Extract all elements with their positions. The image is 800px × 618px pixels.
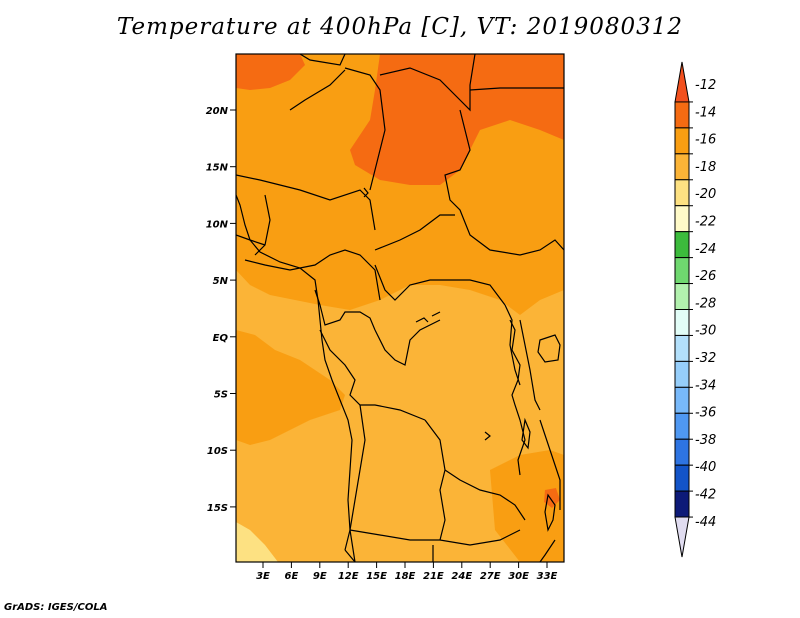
- colorbar-label: -40: [695, 460, 716, 475]
- colorbar-swatch: [674, 334, 690, 362]
- colorbar-label: -28: [695, 296, 716, 311]
- fill-band-14-16-west: [236, 330, 345, 445]
- colorbar-label: -18: [695, 160, 716, 175]
- fill-band-12-14-southeast: [544, 488, 560, 508]
- coastlines: [236, 187, 561, 562]
- colorbar-swatch: [674, 153, 690, 181]
- colorbar-swatch: [674, 205, 690, 233]
- lon-tick-label: 21E: [423, 571, 444, 582]
- colorbar-swatch: [674, 412, 690, 440]
- lon-tick-label: 27E: [480, 571, 501, 582]
- colorbar-swatch: [674, 309, 690, 336]
- colorbar-swatch: [674, 257, 690, 285]
- colorbar-swatch: [674, 231, 690, 259]
- colorbar-swatch: [674, 464, 690, 492]
- lat-tick-label: 10N: [206, 219, 229, 230]
- fill-band-18-20-corner: [236, 522, 278, 562]
- lon-tick-label: 12E: [338, 571, 359, 582]
- temperature-field: [236, 54, 564, 562]
- colorbar-swatch: [674, 490, 690, 518]
- colorbar-label: -42: [695, 488, 716, 503]
- lat-tick-label: 5S: [214, 390, 228, 401]
- colorbar-swatch: [674, 101, 690, 129]
- colorbar-label: -24: [695, 242, 716, 257]
- lat-tick-label: 15S: [207, 503, 228, 514]
- colorbar-label: -20: [695, 187, 716, 202]
- colorbar-swatch: [674, 438, 690, 466]
- colorbar-label: -32: [695, 351, 716, 366]
- colorbar-swatch: [674, 61, 690, 103]
- colorbar-swatch: [674, 516, 690, 558]
- colorbar-swatch: [674, 179, 690, 207]
- lon-tick-label: 3E: [256, 571, 270, 582]
- lon-tick-label: 33E: [537, 571, 558, 582]
- colorbar-label: -12: [695, 78, 716, 93]
- fill-band-14-16-southeast: [490, 450, 564, 562]
- lon-tick-label: 15E: [366, 571, 387, 582]
- lat-tick-label: EQ: [213, 333, 229, 344]
- fill-band-12-14-northeast: [350, 54, 564, 185]
- colorbar-label: -16: [695, 133, 716, 148]
- map-title: Temperature at 400hPa [C], VT: 201908031…: [116, 14, 684, 40]
- map-frame: [235, 53, 565, 563]
- lat-tick-label: 15N: [206, 163, 229, 174]
- colorbar-swatch: [674, 127, 690, 155]
- lon-tick-label: 24E: [451, 571, 472, 582]
- lat-tick-label: 5N: [213, 276, 229, 287]
- colorbar-label: -44: [695, 515, 716, 530]
- lat-tick-label: 10S: [207, 446, 228, 457]
- lon-tick-label: 18E: [395, 571, 416, 582]
- country-borders: [236, 54, 564, 562]
- lon-tick-label: 9E: [313, 571, 327, 582]
- colorbar-label: -36: [695, 406, 716, 421]
- lat-tick-label: 20N: [206, 106, 229, 117]
- colorbar-swatch: [674, 386, 690, 414]
- lon-tick-label: 6E: [285, 571, 299, 582]
- colorbar-label: -38: [695, 433, 716, 448]
- colorbar-label: -14: [695, 105, 716, 120]
- grads-credit: GrADS: IGES/COLA: [4, 602, 108, 613]
- colorbar-label: -30: [695, 324, 716, 339]
- lon-tick-label: 30E: [508, 571, 529, 582]
- colorbar-label: -22: [695, 215, 716, 230]
- colorbar-label: -26: [695, 269, 716, 284]
- colorbar-swatch: [674, 360, 690, 388]
- colorbar-swatch: [674, 283, 690, 310]
- longitude-axis: 3E 6E 9E 12E 15E 18E 21E 24E 27E 30E 33E: [256, 562, 558, 582]
- latitude-axis: 20N 15N 10N 5N EQ 5S 10S 15S: [206, 106, 236, 514]
- colorbar: -12 -14 -16 -18 -20 -22 -24 -26 -28 -30 -32 -34 -36 -…: [674, 61, 716, 558]
- colorbar-label: -34: [695, 378, 716, 393]
- fill-band-12-14-northwest: [236, 54, 305, 90]
